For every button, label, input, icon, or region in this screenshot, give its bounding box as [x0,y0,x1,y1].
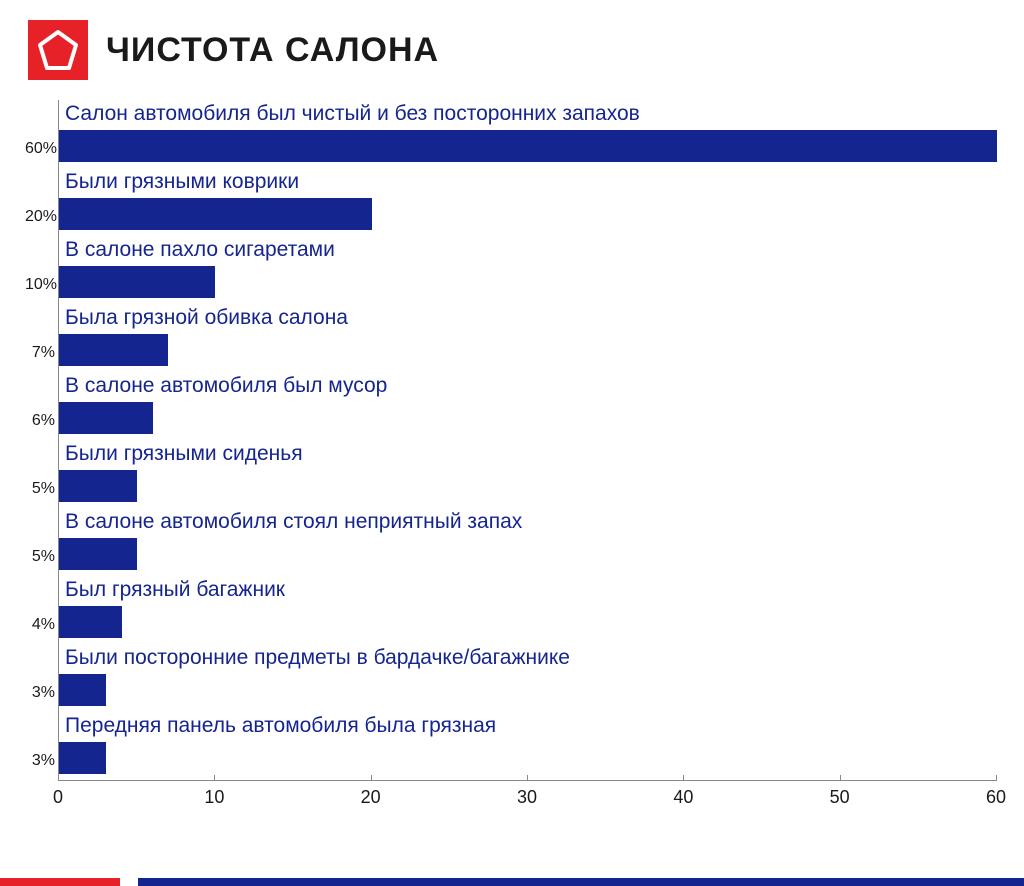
x-tick-label: 60 [986,787,1006,808]
chart-row: 4%Был грязный багажник [59,576,996,644]
x-tick-label: 50 [830,787,850,808]
bar [59,606,122,638]
bar [59,402,153,434]
bar [59,538,137,570]
footer-white [120,878,138,886]
x-tick-label: 30 [517,787,537,808]
chart-row: 5%Были грязными сиденья [59,440,996,508]
logo-icon [28,20,88,80]
bar [59,470,137,502]
y-value-label: 3% [25,684,55,702]
footer-red [0,878,120,886]
y-value-label: 3% [25,752,55,770]
chart-row: 10%В салоне пахло сигаретами [59,236,996,304]
y-value-label: 5% [25,480,55,498]
chart-row: 7%Была грязной обивка салона [59,304,996,372]
bar-label: Был грязный багажник [65,578,285,602]
bar-label: В салоне автомобиля стоял неприятный зап… [65,510,522,534]
y-value-label: 4% [25,616,55,634]
chart-row: 60%Салон автомобиля был чистый и без пос… [59,100,996,168]
chart-row: 5%В салоне автомобиля стоял неприятный з… [59,508,996,576]
footer-stripe [0,878,1024,886]
x-tick-label: 40 [673,787,693,808]
y-value-label: 10% [25,276,55,294]
y-value-label: 5% [25,548,55,566]
bar-chart: 60% Салон автомобиля был чистый и без пос… [28,100,996,820]
x-tick [371,775,372,781]
y-value-label: 60% [25,140,55,158]
bar-label: Были посторонние предметы в бардачке/баг… [65,646,570,670]
chart-row: 3%Были посторонние предметы в бардачке/б… [59,644,996,712]
x-tick [214,775,215,781]
bar-label: Были грязными сиденья [65,442,303,466]
header: ЧИСТОТА САЛОНА [0,0,1024,90]
bar-label: В салоне пахло сигаретами [65,238,335,262]
x-axis: 0102030405060 [58,780,996,820]
bar [59,674,106,706]
bar [59,198,372,230]
y-value-label: 20% [25,208,55,226]
x-tick [683,775,684,781]
chart-row: 20%Были грязными коврики [59,168,996,236]
bar-label: Были грязными коврики [65,170,299,194]
x-tick-label: 0 [53,787,63,808]
bar-label: Была грязной обивка салона [65,306,348,330]
y-value-label: 7% [25,344,55,362]
chart-row: 6%В салоне автомобиля был мусор [59,372,996,440]
bar-label: Передняя панель автомобиля была грязная [65,714,496,738]
chart-row: 3%Передняя панель автомобиля была грязна… [59,712,996,780]
bar-label: Салон автомобиля был чистый и без постор… [65,102,640,126]
x-tick-label: 20 [361,787,381,808]
x-tick [996,775,997,781]
x-tick [527,775,528,781]
y-value-label: 6% [25,412,55,430]
chart-rows: 60%Салон автомобиля был чистый и без пос… [58,100,996,780]
bar [59,130,997,162]
bar [59,266,215,298]
x-tick [840,775,841,781]
x-tick-label: 10 [204,787,224,808]
footer-blue [138,878,1024,886]
page-title: ЧИСТОТА САЛОНА [106,31,439,70]
bar [59,334,168,366]
bar [59,742,106,774]
bar-label: В салоне автомобиля был мусор [65,374,387,398]
